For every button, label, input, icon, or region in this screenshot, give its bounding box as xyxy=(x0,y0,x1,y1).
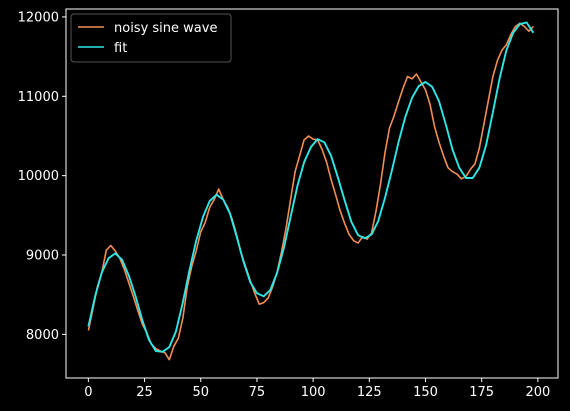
y-tick-label: 8000 xyxy=(26,328,59,343)
legend-label-fit: fit xyxy=(114,41,127,56)
legend-box xyxy=(70,13,232,63)
x-tick-label: 100 xyxy=(301,385,326,400)
plot-frame xyxy=(65,8,559,379)
legend-label-noisy: noisy sine wave xyxy=(114,21,217,36)
x-tick-label: 50 xyxy=(192,385,209,400)
x-tick-label: 150 xyxy=(413,385,438,400)
series-line-1 xyxy=(87,21,535,353)
legend: noisy sine wave fit xyxy=(70,13,232,63)
x-tick-label: 200 xyxy=(525,385,550,400)
y-tick-label: 12000 xyxy=(18,10,59,25)
series-layer xyxy=(87,21,535,361)
y-tick-label: 10000 xyxy=(18,169,59,184)
x-tick-label: 175 xyxy=(469,385,494,400)
axes-layer: 0 25 50 75 100 125 150 175 200 8000 9000 10000 11000… xyxy=(18,10,551,400)
y-tick-label: 9000 xyxy=(26,249,59,264)
x-tick-label: 75 xyxy=(249,385,266,400)
y-tick-label: 11000 xyxy=(18,90,59,105)
x-tick-label: 25 xyxy=(136,385,153,400)
x-tick-label: 125 xyxy=(357,385,382,400)
x-tick-label: 0 xyxy=(84,385,92,400)
